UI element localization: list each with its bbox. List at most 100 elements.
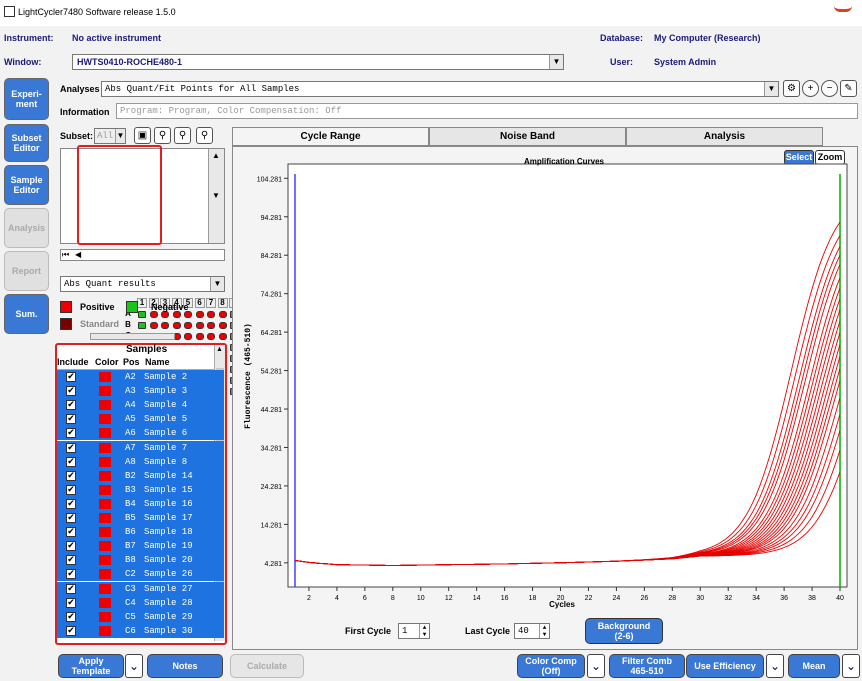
- table-row[interactable]: ✔ A3 Sample 3: [57, 384, 224, 399]
- sample-color-swatch[interactable]: [99, 597, 111, 608]
- table-row[interactable]: ✔ B8 Sample 20: [57, 553, 224, 568]
- chevron-down-icon[interactable]: ⌄: [587, 654, 605, 678]
- sample-color-swatch[interactable]: [99, 400, 111, 411]
- first-cycle-input[interactable]: 1 ▲ ▼: [398, 623, 430, 639]
- search-icon[interactable]: ⚲: [154, 127, 171, 144]
- chevron-down-icon[interactable]: ⌄: [125, 654, 143, 678]
- plate-well[interactable]: [207, 333, 215, 340]
- sample-color-swatch[interactable]: [99, 527, 111, 538]
- include-checkbox[interactable]: ✔: [66, 541, 76, 552]
- plate-well[interactable]: [184, 322, 192, 329]
- sample-color-swatch[interactable]: [99, 541, 111, 552]
- include-checkbox[interactable]: ✔: [66, 456, 76, 467]
- analysis-tree-icon[interactable]: ⚙: [783, 80, 800, 97]
- table-row[interactable]: ✔ B6 Sample 18: [57, 525, 224, 540]
- include-checkbox[interactable]: ✔: [66, 513, 76, 523]
- include-checkbox[interactable]: ✔: [66, 597, 76, 608]
- mean-button[interactable]: Mean: [788, 654, 840, 678]
- table-row[interactable]: ✔ A5 Sample 5: [57, 412, 224, 427]
- plate-well[interactable]: [138, 311, 146, 318]
- last-cycle-input[interactable]: 40 ▲ ▼: [514, 623, 550, 639]
- table-row[interactable]: ✔ C5 Sample 29: [57, 609, 224, 624]
- col-color[interactable]: Color: [95, 357, 119, 367]
- subset-select[interactable]: All ▼: [94, 128, 126, 144]
- apply-template-button[interactable]: Apply Template: [58, 654, 124, 678]
- table-row[interactable]: ✔ A6 Sample 6: [57, 426, 224, 441]
- include-checkbox[interactable]: ✔: [66, 428, 76, 439]
- table-row[interactable]: ✔ C2 Sample 26: [57, 567, 224, 582]
- spinner-icon[interactable]: ▲ ▼: [419, 624, 429, 638]
- amplification-curve[interactable]: [294, 471, 841, 566]
- sample-color-swatch[interactable]: [99, 470, 111, 481]
- include-checkbox[interactable]: ✔: [66, 555, 76, 566]
- plate-well[interactable]: [184, 311, 192, 318]
- window-select[interactable]: HWTS0410-ROCHE480-1 ▼: [72, 54, 564, 70]
- include-checkbox[interactable]: ✔: [66, 583, 76, 594]
- plate-well[interactable]: [149, 322, 158, 329]
- analysis-nav-button[interactable]: Analysis: [4, 208, 49, 248]
- plate-well[interactable]: [218, 322, 227, 329]
- col-name[interactable]: Name: [145, 357, 170, 367]
- sample-color-swatch[interactable]: [99, 456, 111, 467]
- plate-well[interactable]: [207, 311, 215, 318]
- sample-color-swatch[interactable]: [99, 513, 111, 523]
- table-row[interactable]: ✔ A4 Sample 4: [57, 398, 224, 413]
- chevron-down-icon[interactable]: ⌄: [766, 654, 784, 678]
- table-row[interactable]: ✔ B2 Sample 14: [57, 468, 224, 483]
- plate-col-header[interactable]: 4: [171, 298, 182, 308]
- plate-h-scrollbar[interactable]: ⏮ ◀: [60, 249, 225, 261]
- include-checkbox[interactable]: ✔: [66, 484, 76, 495]
- include-checkbox[interactable]: ✔: [66, 527, 76, 538]
- sum-button[interactable]: Sum.: [4, 294, 49, 334]
- sample-color-swatch[interactable]: [99, 372, 111, 382]
- chevron-down-icon[interactable]: ▼: [115, 129, 125, 143]
- plate-well[interactable]: [138, 322, 146, 329]
- analyses-select[interactable]: Abs Quant/Fit Points for All Samples ▼: [101, 81, 779, 97]
- include-checkbox[interactable]: ✔: [66, 569, 76, 580]
- plate-col-header[interactable]: 2: [148, 298, 159, 308]
- notes-button[interactable]: Notes: [147, 654, 223, 678]
- table-row[interactable]: ✔ B3 Sample 15: [57, 482, 224, 497]
- plate-well[interactable]: [195, 333, 204, 340]
- color-comp-button[interactable]: Color Comp (Off): [517, 654, 585, 678]
- tab-cycle-range[interactable]: Cycle Range: [232, 127, 429, 146]
- include-checkbox[interactable]: ✔: [66, 400, 76, 411]
- spinner-icon[interactable]: ▲ ▼: [539, 624, 549, 638]
- sample-color-swatch[interactable]: [99, 569, 111, 580]
- include-checkbox[interactable]: ✔: [66, 498, 76, 509]
- subset-editor-button[interactable]: Subset Editor: [4, 124, 49, 162]
- include-checkbox[interactable]: ✔: [66, 470, 76, 481]
- plate-well[interactable]: [195, 322, 204, 329]
- sample-color-swatch[interactable]: [99, 428, 111, 439]
- sample-color-swatch[interactable]: [99, 484, 111, 495]
- plate-scrollbar[interactable]: ▲ ▼: [208, 149, 224, 243]
- plate-well[interactable]: [172, 322, 181, 329]
- include-checkbox[interactable]: ✔: [66, 442, 76, 453]
- table-row[interactable]: ✔ A8 Sample 8: [57, 454, 224, 469]
- table-row[interactable]: ✔ B4 Sample 16: [57, 496, 224, 511]
- filter-comb-button[interactable]: Filter Comb 465-510: [609, 654, 685, 678]
- remove-analysis-icon[interactable]: −: [821, 80, 838, 97]
- plate-well[interactable]: [218, 333, 227, 340]
- use-efficiency-button[interactable]: Use Efficiency: [686, 654, 764, 678]
- chevron-down-icon[interactable]: ▼: [210, 277, 224, 291]
- plate-well[interactable]: [149, 311, 158, 318]
- results-select[interactable]: Abs Quant results ▼: [60, 276, 225, 292]
- include-checkbox[interactable]: ✔: [66, 625, 76, 636]
- plate-well[interactable]: [161, 311, 169, 318]
- sample-color-swatch[interactable]: [99, 414, 111, 425]
- plate-well[interactable]: [161, 322, 169, 329]
- plate-row-header[interactable]: B: [123, 320, 133, 330]
- search-plus-icon[interactable]: ⚲: [196, 127, 213, 144]
- plate-col-header[interactable]: 1: [137, 298, 147, 308]
- sample-editor-button[interactable]: Sample Editor: [4, 165, 49, 205]
- table-row[interactable]: ✔ B5 Sample 17: [57, 511, 224, 525]
- table-row[interactable]: ✔ B7 Sample 19: [57, 539, 224, 554]
- plate-well[interactable]: [172, 311, 181, 318]
- plate-col-header[interactable]: 5: [183, 298, 193, 308]
- chevron-down-icon[interactable]: ⌄: [842, 654, 860, 678]
- plate-col-header[interactable]: 3: [160, 298, 170, 308]
- plate-col-header[interactable]: 6: [194, 298, 205, 308]
- experiment-button[interactable]: Experi- ment: [4, 78, 49, 120]
- table-row[interactable]: ✔ A7 Sample 7: [57, 440, 224, 455]
